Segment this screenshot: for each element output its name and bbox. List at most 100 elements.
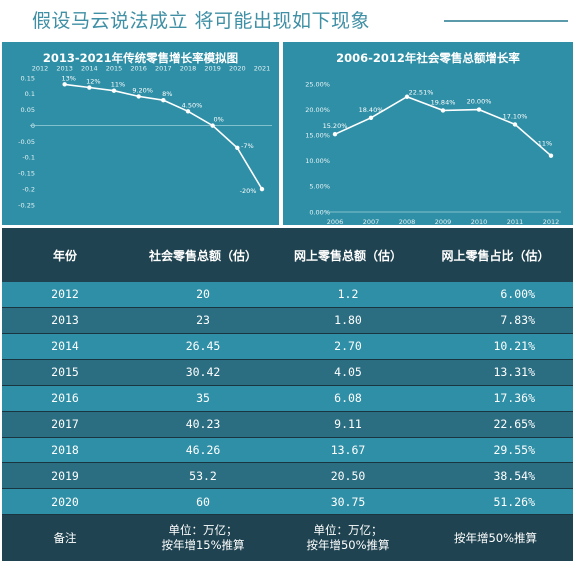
- cell-social-retail: 60: [128, 488, 278, 516]
- x-tick-label: 2012: [543, 218, 560, 225]
- table-row: 2014 26.45 2.70 10.21%: [2, 333, 573, 360]
- cell-year: 2012: [2, 282, 128, 308]
- table-row: 2020 60 30.75 51.26%: [2, 488, 573, 516]
- headline: 假设马云说法成立 将可能出现如下现象: [0, 0, 575, 42]
- y-tick-label: 15.00%: [305, 132, 330, 140]
- x-tick-label: 2014: [81, 65, 98, 73]
- cell-online-share: 7.83%: [418, 307, 573, 334]
- data-point: [185, 109, 191, 114]
- note-social-retail: 单位：万亿； 按年增15%推算: [128, 514, 278, 561]
- data-label: 9.20%: [132, 86, 153, 94]
- table-row: 2013 23 1.80 7.83%: [2, 307, 573, 334]
- cell-social-retail: 26.45: [128, 333, 278, 360]
- data-label: 22.51%: [409, 89, 434, 97]
- note-social-unit: 单位：万亿；: [168, 523, 238, 538]
- data-label: 8%: [162, 90, 172, 98]
- chart-title: 2013-2021年传统零售增长率模拟图: [42, 51, 239, 65]
- data-label: 0%: [214, 116, 224, 124]
- chart-panel-social-retail: 2006-2012年社会零售总额增长率 25.00% 20.00% 15.00% 10…: [283, 42, 573, 225]
- header-year: 年份: [2, 228, 128, 282]
- y-tick-label: 25.00%: [305, 80, 330, 88]
- table-row: 2012 20 1.2 6.00%: [2, 282, 573, 308]
- x-tick-label: 2018: [180, 65, 197, 73]
- data-point: [62, 82, 67, 87]
- data-point: [259, 186, 265, 192]
- data-point: [111, 88, 117, 93]
- cell-year: 2019: [2, 462, 128, 490]
- y-tick-label: -0.15: [18, 170, 35, 178]
- data-label: 11%: [111, 81, 125, 89]
- data-point: [332, 131, 338, 137]
- x-tick-label: 2019: [204, 65, 221, 73]
- cell-online-share: 51.26%: [418, 488, 573, 516]
- table-row: 2017 40.23 9.11 22.65%: [2, 411, 573, 438]
- data-point: [136, 94, 141, 99]
- data-point: [368, 115, 374, 120]
- header-online-share: 网上零售占比（估）: [418, 228, 573, 282]
- cell-online-retail: 9.11: [278, 411, 418, 438]
- cell-year: 2014: [2, 333, 128, 360]
- note-online-share: 按年增50%推算: [418, 514, 573, 561]
- data-label: 18.40%: [359, 106, 384, 114]
- note-online-unit: 单位：万亿；: [313, 523, 383, 538]
- data-label: 12%: [86, 78, 100, 86]
- x-tick-label: 2013: [56, 65, 73, 73]
- data-label: 17.10%: [503, 112, 528, 120]
- cell-year: 2017: [2, 411, 128, 438]
- note-label: 备注: [2, 514, 128, 561]
- chart-svg-traditional-retail: 0.150.10.050-0.05-0.1-0.15-0.2-0.2520122…: [18, 65, 272, 209]
- cell-online-share: 6.00%: [418, 282, 573, 308]
- cell-online-retail: 20.50: [278, 462, 418, 490]
- y-tick-label: -0.2: [22, 185, 35, 193]
- cell-online-retail: 2.70: [278, 333, 418, 360]
- data-point: [512, 122, 518, 127]
- data-point: [404, 94, 410, 99]
- table-note-row: 备注 单位：万亿； 按年增15%推算 单位：万亿； 按年增50%推算 按年增50…: [2, 514, 573, 561]
- cell-social-retail: 53.2: [128, 462, 278, 490]
- y-tick-label: 10.00%: [305, 157, 330, 165]
- cell-online-retail: 4.05: [278, 359, 418, 386]
- cell-online-share: 38.54%: [418, 462, 573, 490]
- cell-online-retail: 1.2: [278, 282, 418, 308]
- cell-year: 2016: [2, 385, 128, 412]
- x-tick-label: 2011: [507, 218, 524, 225]
- cell-online-share: 13.31%: [418, 359, 573, 386]
- x-tick-label: 2008: [399, 218, 416, 225]
- cell-social-retail: 35: [128, 385, 278, 412]
- y-tick-label: 20.00%: [305, 106, 330, 114]
- y-tick-label: 0.1: [25, 90, 35, 98]
- data-point: [210, 123, 215, 128]
- data-point: [476, 107, 482, 112]
- cell-social-retail: 20: [128, 282, 278, 308]
- x-tick-label: 2020: [229, 65, 246, 73]
- y-tick-label: 0.00%: [309, 208, 330, 216]
- data-label: 13%: [61, 74, 75, 82]
- x-tick-label: 2015: [106, 65, 123, 73]
- cell-year: 2018: [2, 437, 128, 464]
- cell-online-share: 10.21%: [418, 333, 573, 360]
- x-tick-label: 2016: [130, 65, 147, 73]
- cell-year: 2015: [2, 359, 128, 386]
- y-tick-label: -0.05: [18, 138, 35, 146]
- chart-svg-social-retail: 25.00% 20.00% 15.00% 10.00% 5.00% 0.00% 2006 20…: [305, 80, 561, 225]
- y-tick-label: 0.05: [21, 106, 35, 114]
- table-row: 2018 46.26 13.67 29.55%: [2, 437, 573, 464]
- chart-panel-traditional-retail: 2013-2021年传统零售增长率模拟图 0.150.10.050-0.05-0…: [2, 42, 279, 225]
- data-label: 4.50%: [182, 101, 203, 109]
- data-point: [161, 98, 166, 103]
- note-social-method: 按年增15%推算: [161, 538, 245, 553]
- note-online-method: 按年增50%推算: [306, 538, 390, 553]
- x-tick-label: 2007: [363, 218, 380, 225]
- cell-online-retail: 13.67: [278, 437, 418, 464]
- data-label: 15.20%: [323, 122, 348, 130]
- retail-table: 年份 社会零售总额（估） 网上零售总额（估） 网上零售占比（估） 2012 20…: [2, 228, 573, 561]
- cell-online-share: 29.55%: [418, 437, 573, 464]
- cell-online-retail: 1.80: [278, 307, 418, 334]
- table-row: 2019 53.2 20.50 38.54%: [2, 462, 573, 490]
- table-row: 2015 30.42 4.05 13.31%: [2, 359, 573, 386]
- x-tick-label: 2006: [327, 218, 344, 225]
- x-tick-label: 2010: [471, 218, 488, 225]
- data-point: [548, 153, 554, 158]
- y-tick-label: -0.1: [22, 154, 35, 162]
- data-label: 19.84%: [431, 98, 456, 106]
